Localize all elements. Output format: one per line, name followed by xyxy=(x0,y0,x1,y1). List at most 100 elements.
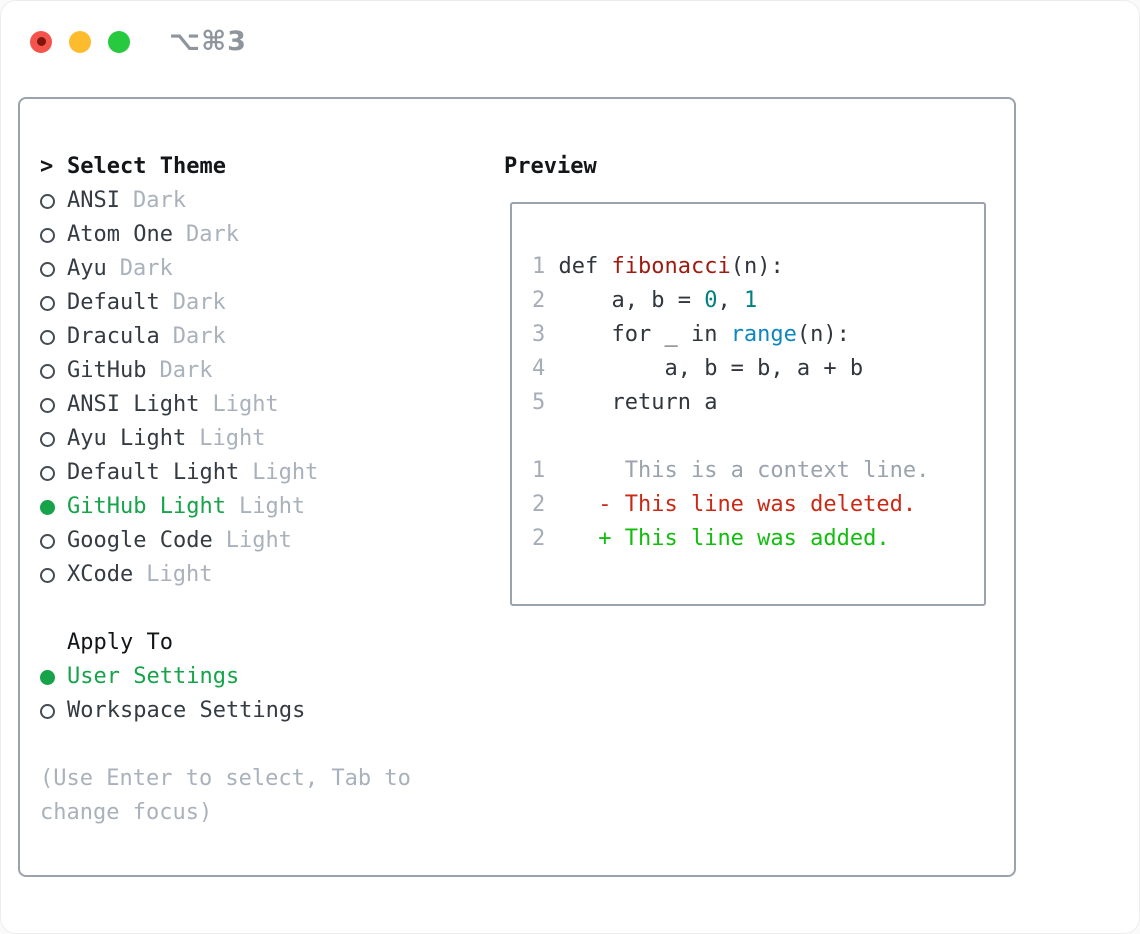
radio-marker xyxy=(40,703,67,719)
code-segment-code: a, b = xyxy=(558,288,705,313)
radio-marker xyxy=(40,295,67,311)
radio-icon xyxy=(40,227,55,243)
radio-marker xyxy=(40,261,67,277)
theme-item-label: GitHub xyxy=(67,358,147,383)
code-segment-added: + This line was added. xyxy=(558,526,890,551)
theme-item-google-code[interactable]: Google Code Light xyxy=(40,524,411,558)
code-line: 2 a, b = 0, 1 xyxy=(532,284,929,318)
close-dot-icon xyxy=(36,37,46,46)
radio-marker xyxy=(40,465,67,481)
radio-marker xyxy=(40,397,67,413)
theme-list-header: > Select Theme xyxy=(40,150,411,184)
maximize-button[interactable] xyxy=(108,30,130,53)
theme-item-ansi[interactable]: ANSI Dark xyxy=(40,184,411,218)
code-segment-num: 0 xyxy=(704,288,718,313)
theme-item-dracula[interactable]: Dracula Dark xyxy=(40,320,411,354)
theme-list: > Select Theme ANSI Dark Atom One Dark Ayu Dark… xyxy=(40,150,411,830)
theme-variant-tag: Light xyxy=(225,528,292,553)
code-segment-code: (n): xyxy=(796,322,850,347)
theme-variant-tag: Light xyxy=(238,494,306,519)
blank-line xyxy=(532,420,929,454)
apply-to-header: Apply To xyxy=(40,626,411,660)
code-segment-context: This is a context line. xyxy=(558,458,930,483)
theme-item-default-light[interactable]: Default Light Light xyxy=(40,456,411,490)
preview-label: Preview xyxy=(504,154,597,179)
diff-line: 1 This is a context line. xyxy=(532,454,929,488)
radio-marker xyxy=(40,533,67,549)
apply-option-workspace-settings[interactable]: Workspace Settings xyxy=(40,694,411,728)
radio-selected-icon xyxy=(40,669,55,685)
radio-marker xyxy=(40,329,67,345)
close-button[interactable] xyxy=(30,30,52,53)
apply-option-user-settings[interactable]: User Settings xyxy=(40,660,411,694)
theme-variant-tag: Dark xyxy=(132,188,186,213)
theme-picker-panel: > Select Theme ANSI Dark Atom One Dark Ayu Dark… xyxy=(18,97,1016,877)
line-number xyxy=(532,424,559,449)
radio-selected-icon xyxy=(40,499,55,515)
theme-item-github-light[interactable]: GitHub Light Light xyxy=(40,490,411,524)
theme-item-label: Default xyxy=(67,290,160,315)
titlebar: ⌥⌘3 xyxy=(30,26,247,57)
code-segment-code: for _ in xyxy=(558,322,731,347)
line-number: 2 xyxy=(532,288,559,313)
theme-item-label: Ayu Light xyxy=(67,426,187,451)
apply-to-title: Apply To xyxy=(67,630,173,655)
theme-item-atom-one[interactable]: Atom One Dark xyxy=(40,218,411,252)
line-number: 2 xyxy=(532,492,559,517)
theme-item-ayu[interactable]: Ayu Dark xyxy=(40,252,411,286)
theme-item-label: Atom One xyxy=(67,222,173,247)
radio-icon xyxy=(40,703,55,719)
radio-icon xyxy=(40,295,55,311)
window-title: ⌥⌘3 xyxy=(169,26,247,57)
radio-icon xyxy=(40,397,55,413)
code-segment-builtin: range xyxy=(730,322,797,347)
line-number: 3 xyxy=(532,322,559,347)
radio-icon xyxy=(40,193,55,209)
keyboard-hint: (Use Enter to select, Tab to xyxy=(40,766,411,791)
theme-variant-tag: Light xyxy=(252,460,319,485)
code-segment-code: a, b = b, a + b xyxy=(558,356,864,381)
theme-item-label: Google Code xyxy=(67,528,213,553)
theme-item-label: GitHub Light xyxy=(67,494,226,519)
radio-marker xyxy=(40,227,67,243)
theme-variant-tag: Light xyxy=(146,562,213,587)
radio-icon xyxy=(40,533,55,549)
code-segment-code: def xyxy=(558,254,612,279)
radio-marker xyxy=(40,669,67,685)
theme-item-xcode[interactable]: XCode Light xyxy=(40,558,411,592)
spacer-row xyxy=(40,592,411,626)
apply-option-label: Workspace Settings xyxy=(67,698,306,723)
code-line: 5 return a xyxy=(532,386,929,420)
line-number: 2 xyxy=(532,526,559,551)
caret-icon: > xyxy=(40,154,54,179)
code-segment-fn: fibonacci xyxy=(611,254,731,279)
radio-icon xyxy=(40,329,55,345)
line-number: 5 xyxy=(532,390,559,415)
radio-marker xyxy=(40,193,67,209)
code-segment-num: 1 xyxy=(743,288,758,313)
code-line: 3 for _ in range(n): xyxy=(532,318,929,352)
line-number: 4 xyxy=(532,356,559,381)
radio-icon xyxy=(40,431,55,447)
radio-marker xyxy=(40,431,67,447)
theme-item-ayu-light[interactable]: Ayu Light Light xyxy=(40,422,411,456)
code-line: 1 def fibonacci(n): xyxy=(532,250,929,284)
theme-variant-tag: Light xyxy=(212,392,279,417)
minimize-button[interactable] xyxy=(69,30,91,53)
theme-variant-tag: Dark xyxy=(185,222,239,247)
theme-variant-tag: Dark xyxy=(159,358,213,383)
theme-item-ansi-light[interactable]: ANSI Light Light xyxy=(40,388,411,422)
theme-item-default[interactable]: Default Dark xyxy=(40,286,411,320)
theme-item-label: Dracula xyxy=(67,324,160,349)
theme-variant-tag: Light xyxy=(199,426,266,451)
theme-item-github[interactable]: GitHub Dark xyxy=(40,354,411,388)
radio-marker xyxy=(40,567,67,583)
radio-icon xyxy=(40,465,55,481)
apply-option-label: User Settings xyxy=(67,664,240,689)
radio-icon xyxy=(40,363,55,379)
code-segment-code: return a xyxy=(558,390,718,415)
line-number: 1 xyxy=(532,254,559,279)
radio-marker xyxy=(40,363,67,379)
